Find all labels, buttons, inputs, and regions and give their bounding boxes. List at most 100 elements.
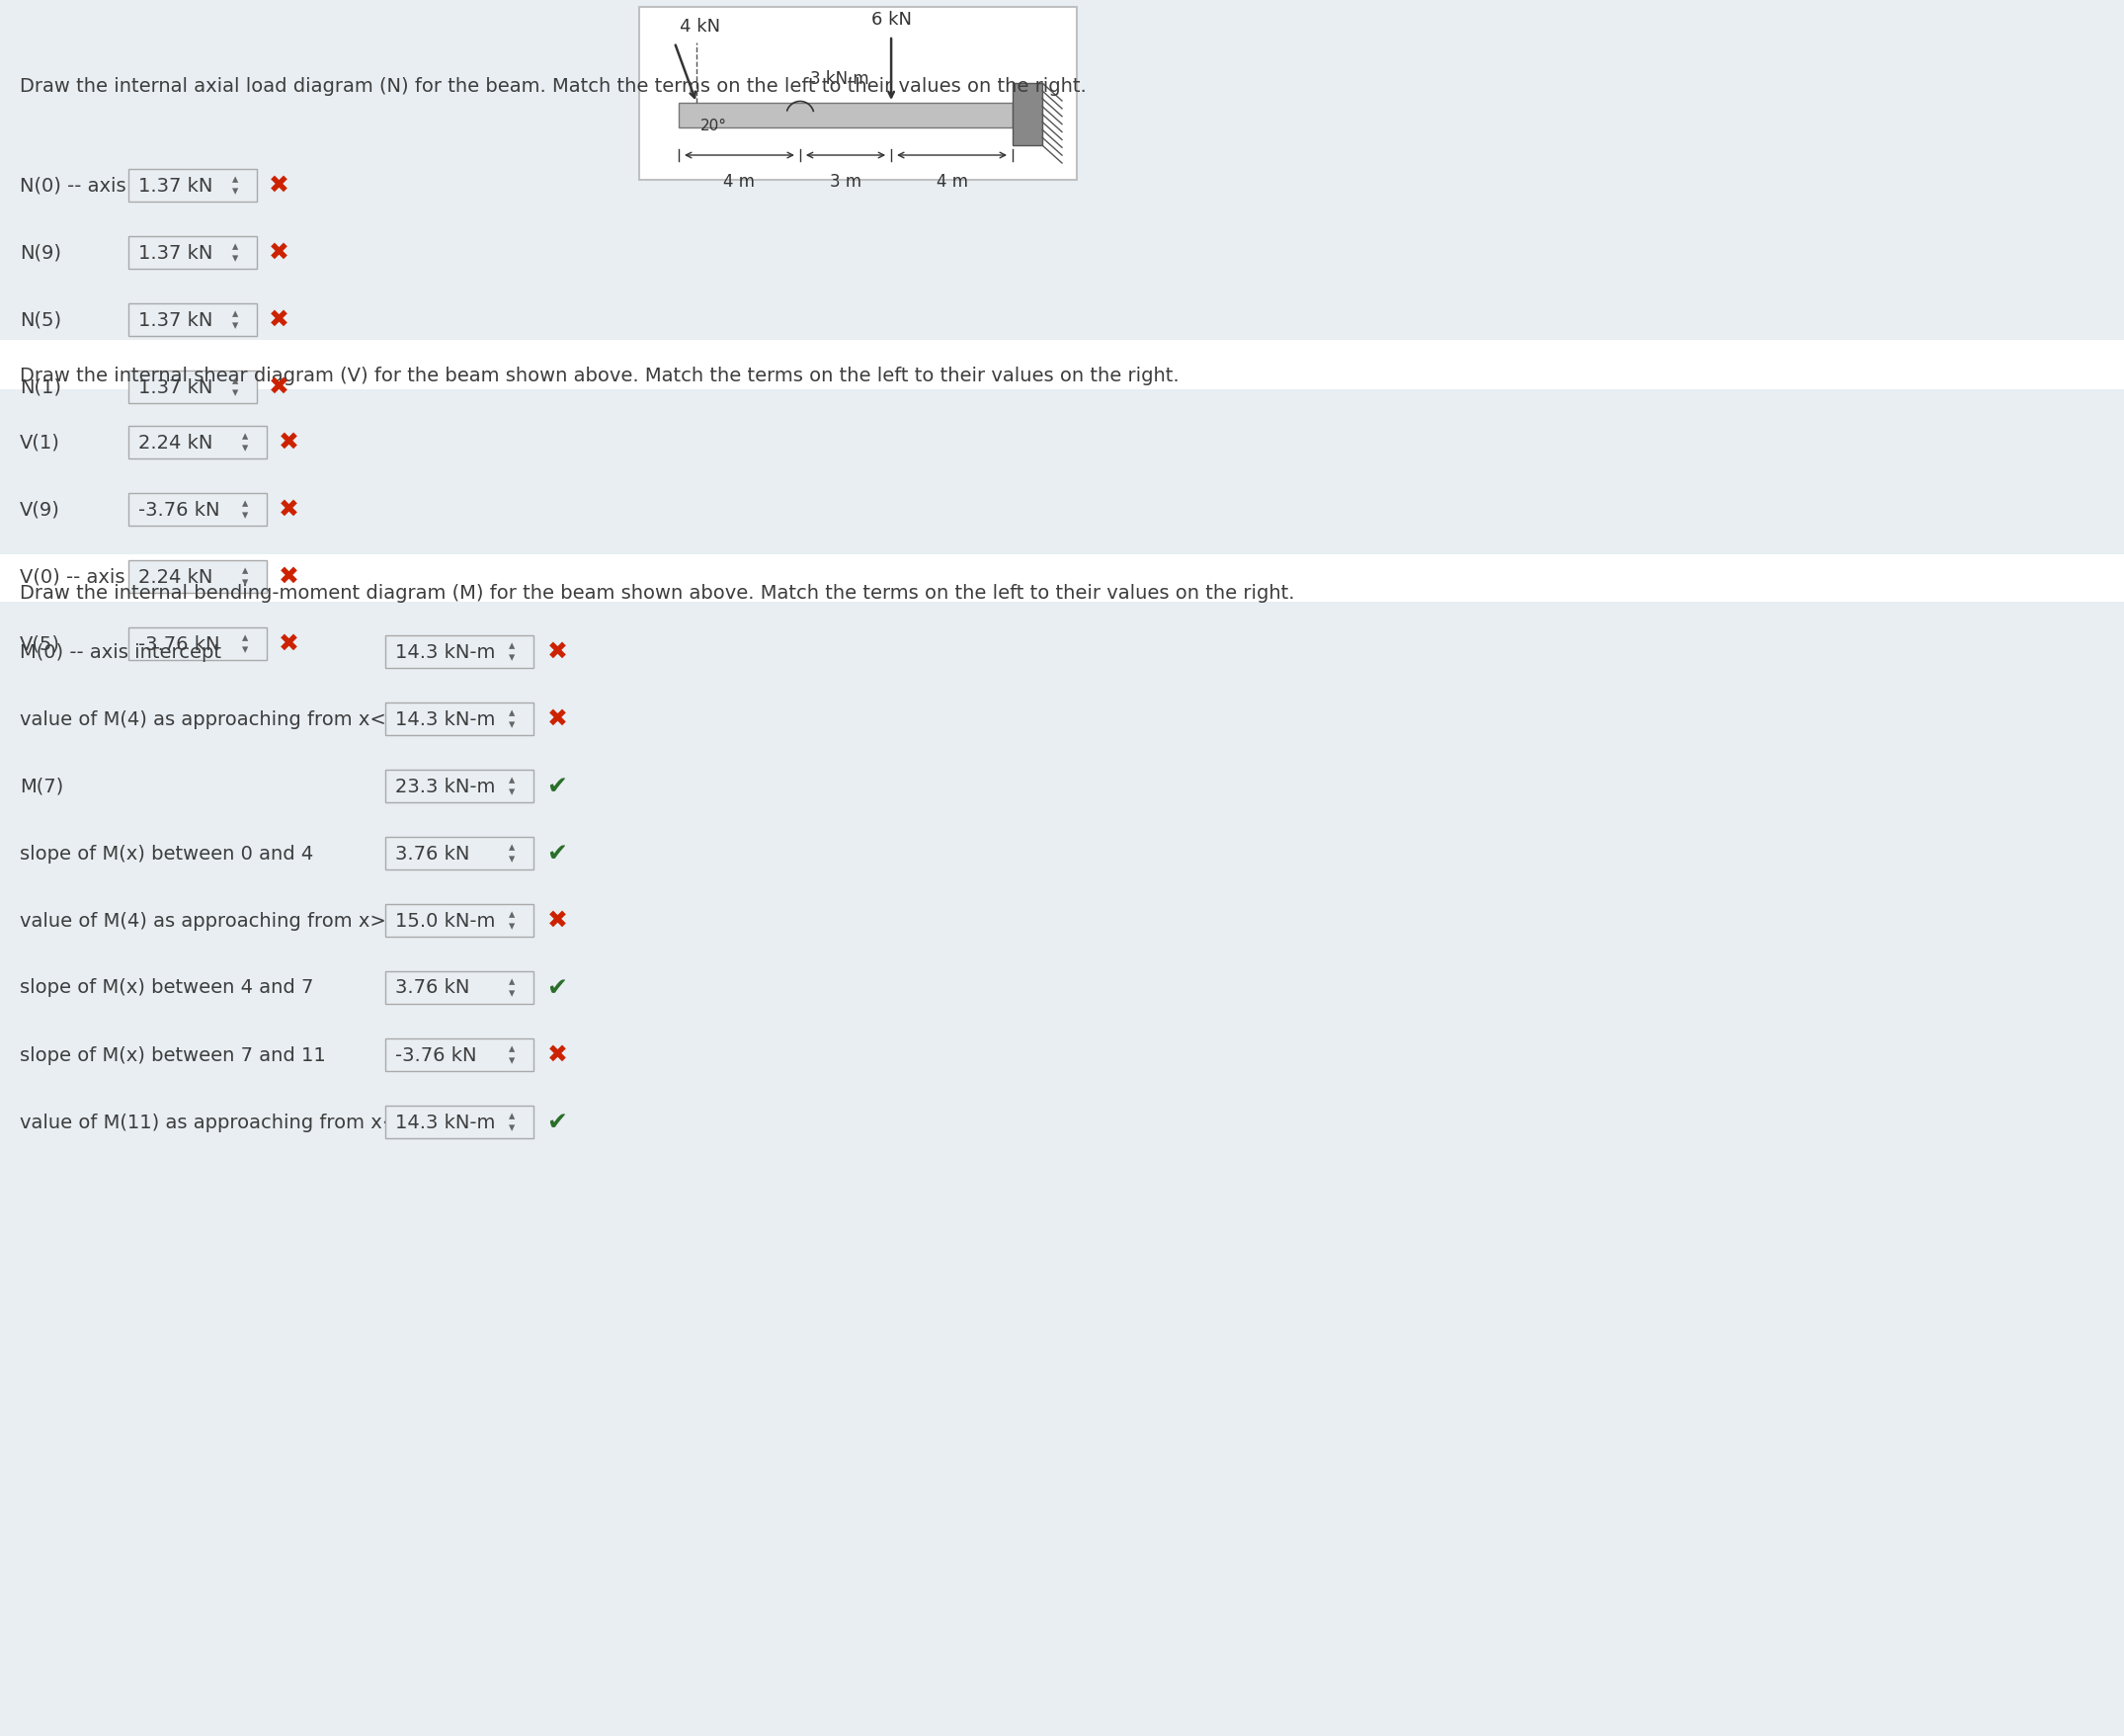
Text: ▴: ▴	[242, 496, 249, 510]
Text: V(5): V(5)	[19, 634, 59, 653]
Text: ▾: ▾	[232, 186, 238, 198]
Text: 3 m: 3 m	[830, 174, 862, 191]
Text: ▴: ▴	[242, 632, 249, 644]
Text: ▾: ▾	[508, 988, 514, 1000]
Bar	[127, 425, 268, 458]
Text: ✖: ✖	[546, 1043, 567, 1066]
Text: ▴: ▴	[232, 241, 238, 253]
Text: M(7): M(7)	[19, 776, 64, 795]
Text: 1.37 kN: 1.37 kN	[138, 177, 212, 194]
Text: 2.24 kN: 2.24 kN	[138, 432, 212, 451]
Text: 3.76 kN: 3.76 kN	[395, 844, 469, 863]
Text: 14.3 kN-m: 14.3 kN-m	[395, 642, 495, 661]
Text: N(1): N(1)	[19, 378, 62, 396]
Text: ▴: ▴	[508, 1109, 514, 1121]
Bar	[127, 627, 268, 660]
Text: ▴: ▴	[508, 774, 514, 786]
Text: N(9): N(9)	[19, 243, 62, 262]
Text: 2.24 kN: 2.24 kN	[138, 568, 212, 587]
Bar	[384, 769, 533, 802]
Text: ✖: ✖	[546, 641, 567, 663]
Text: 1.37 kN: 1.37 kN	[138, 311, 212, 330]
Text: 1.37 kN: 1.37 kN	[138, 378, 212, 396]
Text: -3.76 kN: -3.76 kN	[395, 1045, 476, 1064]
Text: 14.3 kN-m: 14.3 kN-m	[395, 710, 495, 729]
Text: M(0) -- axis intercept: M(0) -- axis intercept	[19, 642, 221, 661]
Text: ✖: ✖	[268, 174, 289, 198]
Text: ▾: ▾	[508, 852, 514, 866]
Bar	[127, 493, 268, 526]
Text: V(1): V(1)	[19, 432, 59, 451]
Text: value of M(11) as approaching from x<11: value of M(11) as approaching from x<11	[19, 1113, 423, 1132]
Text: ✔: ✔	[546, 976, 567, 1000]
Text: ▴: ▴	[508, 840, 514, 854]
Text: ▾: ▾	[508, 1121, 514, 1134]
Text: 20°: 20°	[701, 118, 726, 134]
Bar	[127, 170, 257, 201]
Text: 15.0 kN-m: 15.0 kN-m	[395, 911, 495, 930]
Bar	[0, 556, 2124, 602]
Text: ▴: ▴	[508, 908, 514, 920]
Bar	[127, 304, 257, 337]
Text: ▾: ▾	[508, 651, 514, 665]
Text: Draw the internal axial load diagram (N) for the beam. Match the terms on the le: Draw the internal axial load diagram (N)…	[19, 76, 1087, 95]
Text: 6 kN: 6 kN	[871, 10, 911, 28]
Text: 23.3 kN-m: 23.3 kN-m	[395, 776, 495, 795]
Bar	[127, 372, 257, 403]
Bar	[384, 837, 533, 870]
Text: -3.76 kN: -3.76 kN	[138, 500, 219, 519]
Text: ▴: ▴	[232, 174, 238, 186]
Text: N(5): N(5)	[19, 311, 62, 330]
Text: 4 m: 4 m	[724, 174, 756, 191]
Text: ▾: ▾	[508, 1054, 514, 1068]
Text: -3.76 kN: -3.76 kN	[138, 634, 219, 653]
Text: N(0) -- axis intercept: N(0) -- axis intercept	[19, 177, 219, 194]
Bar	[680, 104, 1013, 128]
Text: ▴: ▴	[508, 976, 514, 988]
Text: ▾: ▾	[508, 786, 514, 799]
Text: V(0) -- axis intercept: V(0) -- axis intercept	[19, 568, 219, 587]
Text: ▴: ▴	[242, 431, 249, 443]
Text: ▾: ▾	[232, 319, 238, 332]
Text: slope of M(x) between 0 and 4: slope of M(x) between 0 and 4	[19, 844, 314, 863]
Text: V(9): V(9)	[19, 500, 59, 519]
Text: Draw the internal shear diagram (V) for the beam shown above. Match the terms on: Draw the internal shear diagram (V) for …	[19, 366, 1179, 385]
Text: ▾: ▾	[232, 387, 238, 399]
Text: ✖: ✖	[278, 564, 299, 589]
Text: ✖: ✖	[268, 307, 289, 332]
Bar	[384, 703, 533, 734]
Text: ▾: ▾	[242, 644, 249, 656]
Text: ✖: ✖	[546, 707, 567, 731]
Text: ✔: ✔	[546, 842, 567, 865]
Text: ▾: ▾	[242, 443, 249, 455]
Text: ▴: ▴	[232, 307, 238, 321]
Text: ▴: ▴	[242, 564, 249, 576]
Text: ✖: ✖	[268, 375, 289, 399]
Bar	[384, 1038, 533, 1071]
Text: ✔: ✔	[546, 774, 567, 799]
Text: 1.37 kN: 1.37 kN	[138, 243, 212, 262]
Text: 3.76 kN: 3.76 kN	[395, 977, 469, 996]
Bar	[1013, 83, 1043, 146]
Text: 14.3 kN-m: 14.3 kN-m	[395, 1113, 495, 1132]
Bar	[127, 236, 257, 269]
Text: ▾: ▾	[242, 509, 249, 523]
Text: ▾: ▾	[508, 920, 514, 932]
Bar	[384, 970, 533, 1003]
Text: ▾: ▾	[232, 252, 238, 266]
Bar	[384, 904, 533, 937]
Text: ✖: ✖	[268, 241, 289, 264]
Text: 3 kN·m: 3 kN·m	[809, 69, 869, 89]
Text: slope of M(x) between 7 and 11: slope of M(x) between 7 and 11	[19, 1045, 325, 1064]
Text: ✖: ✖	[278, 498, 299, 521]
Text: 4 kN: 4 kN	[680, 17, 720, 35]
Text: value of M(4) as approaching from x<4: value of M(4) as approaching from x<4	[19, 710, 399, 729]
Text: ▴: ▴	[508, 707, 514, 719]
Bar	[127, 561, 268, 594]
Text: ✖: ✖	[278, 632, 299, 656]
Text: ▴: ▴	[508, 1042, 514, 1055]
Bar	[0, 340, 2124, 391]
Text: ✖: ✖	[546, 908, 567, 932]
Text: ✖: ✖	[278, 431, 299, 455]
Text: ▾: ▾	[242, 576, 249, 589]
